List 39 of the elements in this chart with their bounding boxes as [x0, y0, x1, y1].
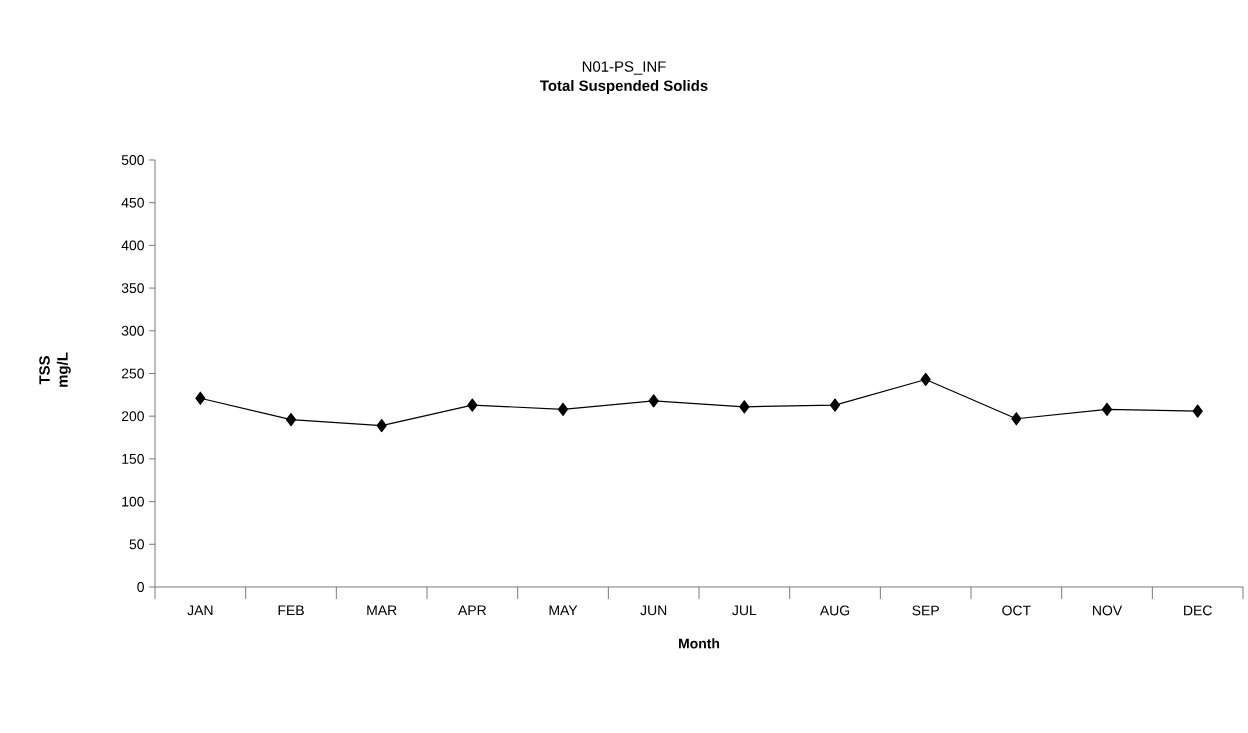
x-tick-label: JUL	[732, 605, 757, 616]
x-tick-label: APR	[458, 605, 487, 616]
point	[1101, 402, 1113, 416]
x-tick-label: NOV	[1093, 605, 1123, 616]
point	[1011, 412, 1022, 426]
x-tick-label: JUN	[640, 605, 667, 616]
point	[467, 398, 478, 412]
x-tick-label: MAR	[367, 605, 397, 616]
point	[739, 400, 750, 414]
y-tick-label: 200	[121, 411, 144, 422]
y-tick-label: 300	[121, 325, 144, 336]
x-tick-label: SEP	[912, 605, 939, 616]
x-tick-label: DEC	[1184, 605, 1212, 616]
x-axis-title: Month	[679, 638, 720, 649]
y-axis-title: TSS mg/L	[39, 352, 71, 387]
x-tick-label: OCT	[1002, 605, 1031, 616]
point	[648, 394, 659, 408]
point	[376, 418, 387, 433]
y-tick-label: 250	[121, 368, 144, 379]
y-tick-label: 400	[121, 240, 144, 251]
chart-title: N01-PS_INF	[582, 61, 666, 75]
y-tick-label: 100	[122, 496, 144, 507]
x-tick-label: JAN	[187, 605, 213, 616]
point	[195, 391, 206, 405]
y-tick-label: 350	[121, 283, 144, 294]
point	[829, 398, 841, 412]
point	[1192, 404, 1203, 418]
point	[557, 402, 569, 416]
point	[920, 372, 931, 387]
x-tick-label: FEB	[278, 605, 304, 616]
y-tick-label: 0	[137, 582, 144, 592]
point	[285, 413, 297, 427]
x-tick-label: MAY	[549, 605, 578, 616]
chart-subtitle: Total Suspended Solids	[540, 80, 708, 94]
y-tick-label: 50	[129, 539, 144, 550]
y-tick-label: 450	[121, 197, 144, 208]
y-tick-label: 500	[121, 155, 144, 165]
x-tick-label: AUG	[819, 605, 850, 616]
y-tick-label: 150	[122, 453, 144, 464]
